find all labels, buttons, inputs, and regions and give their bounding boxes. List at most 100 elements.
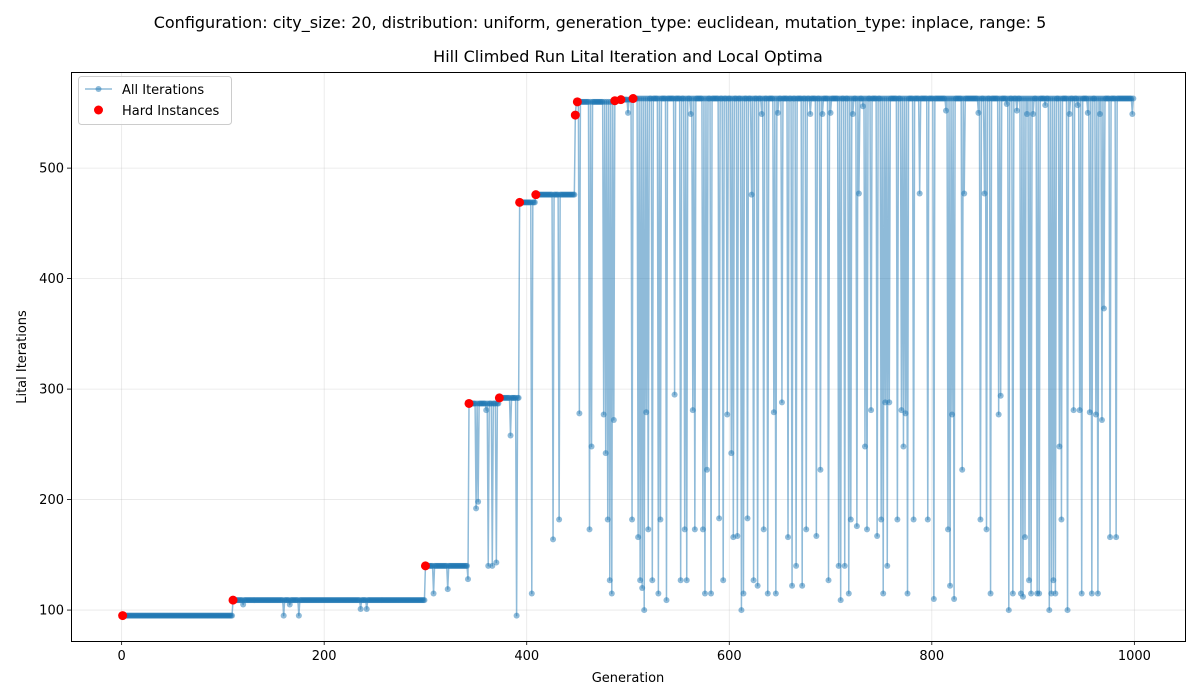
data-point — [778, 399, 785, 406]
legend-all-iterations-marker-icon — [95, 86, 102, 92]
data-point — [1056, 443, 1063, 450]
data-point — [229, 612, 236, 619]
data-point — [716, 515, 723, 522]
legend: All Iterations Hard Instances — [78, 76, 232, 125]
data-point — [1042, 102, 1049, 109]
data-point — [1096, 110, 1103, 117]
data-point — [699, 526, 706, 533]
data-point — [825, 577, 832, 584]
legend-all-iterations-label: All Iterations — [122, 83, 204, 98]
data-point — [689, 407, 696, 414]
data-point — [813, 533, 820, 540]
hard-instance-point — [572, 97, 582, 107]
data-point — [819, 110, 826, 117]
data-point — [1098, 417, 1105, 424]
legend-hard-instances-label: Hard Instances — [122, 104, 220, 119]
data-point — [681, 526, 688, 533]
hard-instance-point — [531, 190, 541, 200]
data-point — [837, 597, 844, 604]
data-point — [637, 577, 644, 584]
data-point — [1107, 534, 1114, 541]
data-point — [606, 577, 613, 584]
hard-instance-point — [464, 398, 474, 408]
data-point — [720, 577, 727, 584]
data-point — [1024, 110, 1031, 117]
data-point — [916, 190, 923, 197]
data-point — [845, 590, 852, 597]
data-point — [849, 110, 856, 117]
data-point — [1026, 577, 1033, 584]
series-hard-instances-points — [118, 94, 638, 621]
data-point — [864, 526, 871, 533]
data-point — [473, 505, 480, 512]
data-point — [760, 526, 767, 533]
data-point — [945, 526, 952, 533]
data-point — [610, 417, 617, 424]
x-axis-ticks: 0 200 400 600 800 1000 — [117, 641, 1151, 664]
data-point — [1013, 107, 1020, 114]
data-point — [703, 466, 710, 473]
data-point — [855, 190, 862, 197]
data-point — [738, 607, 745, 614]
data-point — [1070, 407, 1077, 414]
data-point — [515, 394, 522, 401]
legend-hard-instances-marker-icon — [94, 105, 103, 115]
data-point — [643, 409, 650, 416]
data-point — [983, 526, 990, 533]
data-point — [799, 582, 806, 589]
data-point — [1021, 534, 1028, 541]
series-all-iterations-points — [118, 95, 1137, 619]
data-point — [1050, 577, 1057, 584]
data-point — [1066, 110, 1073, 117]
data-point — [981, 190, 988, 197]
data-point — [649, 577, 656, 584]
data-point — [977, 516, 984, 523]
y-tick-label: 100 — [39, 604, 64, 619]
y-tick-label: 500 — [39, 162, 64, 177]
data-point — [1078, 590, 1085, 597]
data-point — [430, 590, 437, 597]
data-point — [744, 515, 751, 522]
data-point — [878, 516, 885, 523]
data-point — [754, 582, 761, 589]
data-point — [817, 466, 824, 473]
data-point — [1076, 407, 1083, 414]
data-point — [900, 443, 907, 450]
plot-area-frame — [71, 72, 1186, 642]
x-tick-label: 800 — [919, 649, 944, 664]
data-point — [748, 191, 755, 198]
data-point — [602, 450, 609, 457]
data-point — [550, 536, 557, 543]
data-point — [1028, 590, 1035, 597]
data-point — [683, 577, 690, 584]
data-point — [483, 407, 490, 414]
data-point — [571, 191, 578, 198]
data-point — [677, 577, 684, 584]
data-point — [902, 410, 909, 417]
data-point — [493, 559, 500, 566]
data-point — [1019, 593, 1026, 600]
data-point — [657, 516, 664, 523]
data-point — [772, 590, 779, 597]
data-point — [1100, 305, 1107, 312]
x-tick-label: 1000 — [1118, 649, 1151, 664]
data-point — [687, 110, 694, 117]
hard-instance-point — [494, 393, 504, 403]
data-point — [1009, 590, 1016, 597]
data-point — [734, 533, 741, 540]
data-point — [1092, 411, 1099, 418]
data-point — [463, 562, 470, 569]
data-point — [1086, 409, 1093, 416]
data-point — [947, 582, 954, 589]
legend-box — [78, 76, 232, 125]
hard-instance-point — [118, 611, 128, 621]
data-point — [421, 597, 428, 604]
data-point — [859, 103, 866, 110]
data-point — [1005, 607, 1012, 614]
data-point — [639, 584, 646, 591]
chart-title: Hill Climbed Run Lital Iteration and Loc… — [433, 47, 823, 66]
data-point — [847, 516, 854, 523]
data-point — [655, 590, 662, 597]
data-point — [1003, 101, 1010, 108]
data-point — [1129, 110, 1136, 117]
